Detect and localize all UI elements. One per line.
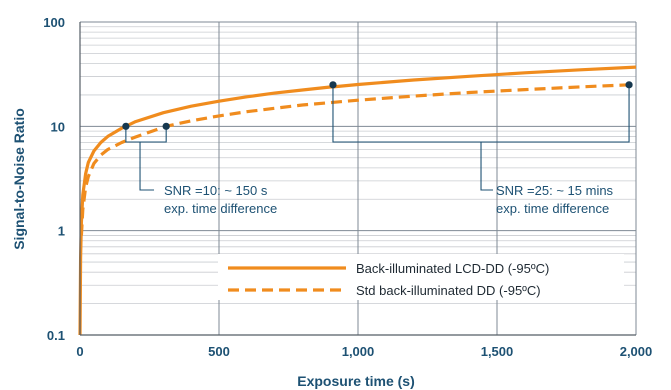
x-tick-label: 500 (208, 344, 230, 359)
y-axis-title: Signal-to-Noise Ratio (11, 108, 27, 250)
y-tick-label: 100 (43, 15, 65, 30)
annotation-snr25-line2: exp. time difference (496, 201, 609, 216)
annotations: SNR =10: ~ 150 s exp. time difference SN… (164, 183, 614, 216)
series-line-lcd-dd (78, 65, 637, 336)
legend: Back-illuminated LCD-DD (-95ºC) Std back… (218, 254, 624, 300)
chart-series (78, 65, 637, 336)
data-marker (162, 122, 170, 130)
legend-box (218, 254, 624, 300)
leader-snr25 (480, 142, 494, 191)
y-tick-label: 0.1 (47, 328, 65, 343)
annotation-snr25-line1: SNR =25: ~ 15 mins (496, 183, 614, 198)
legend-label-solid: Back-illuminated LCD-DD (-95ºC) (356, 261, 549, 276)
annotation-brackets (125, 84, 630, 191)
chart-markers (122, 81, 633, 130)
x-tick-label: 1,500 (481, 344, 514, 359)
x-tick-label: 0 (76, 344, 83, 359)
annotation-snr10-line1: SNR =10: ~ 150 s (164, 183, 268, 198)
y-tick-label: 1 (58, 224, 65, 239)
legend-label-dashed: Std back-illuminated DD (-95ºC) (356, 283, 541, 298)
bracket-snr10 (125, 126, 167, 143)
chart-axes (79, 22, 636, 336)
series-line-std-dd (79, 82, 637, 236)
leader-snr10 (139, 142, 155, 191)
chart-ticks: 0 500 1,000 1,500 2,000 0.1 1 10 100 (43, 15, 652, 359)
y-tick-label: 10 (51, 119, 65, 134)
x-axis-title: Exposure time (s) (297, 373, 414, 389)
x-tick-label: 1,000 (342, 344, 375, 359)
annotation-snr10-line2: exp. time difference (164, 201, 277, 216)
bracket-snr25 (332, 84, 630, 143)
data-marker (625, 81, 633, 89)
x-tick-label: 2,000 (620, 344, 653, 359)
data-marker (122, 122, 130, 130)
data-marker (329, 81, 337, 89)
